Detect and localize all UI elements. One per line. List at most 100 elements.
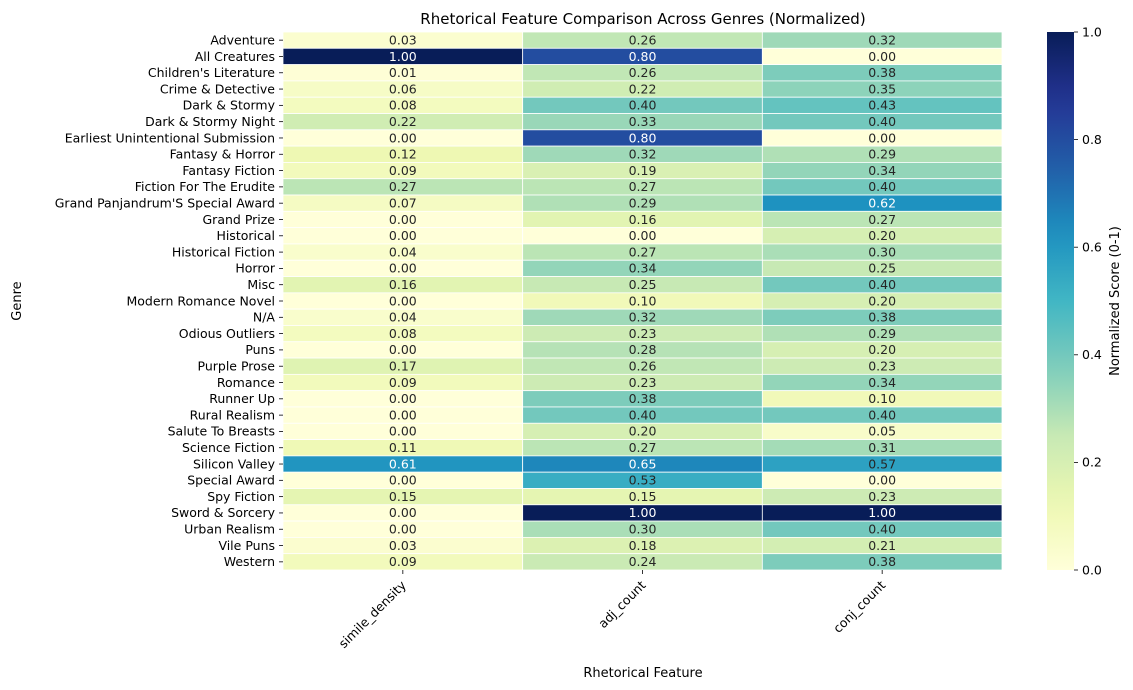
cell-value-label: 0.57: [868, 456, 896, 471]
y-tick-label: Romance: [217, 375, 275, 390]
cell-value-label: 0.40: [629, 98, 657, 113]
cell-value-label: 0.10: [629, 293, 657, 308]
cell-value-label: 0.00: [389, 342, 417, 357]
y-tick-label: Silicon Valley: [193, 456, 276, 471]
cell-value-label: 0.18: [629, 538, 657, 553]
y-tick-label: Horror: [235, 261, 275, 276]
y-tick-label: Vile Puns: [218, 538, 275, 553]
cell-value-label: 0.00: [389, 407, 417, 422]
cell-value-label: 0.05: [868, 424, 896, 439]
cell-value-label: 0.38: [629, 391, 657, 406]
y-tick-label: Fantasy Fiction: [182, 163, 275, 178]
y-tick-label: Modern Romance Novel: [127, 293, 276, 308]
cell-value-label: 0.09: [389, 163, 417, 178]
cell-value-label: 0.22: [629, 81, 657, 96]
cell-value-label: 0.43: [868, 98, 896, 113]
cell-value-label: 0.12: [389, 147, 417, 162]
cell-value-label: 0.25: [629, 277, 657, 292]
y-tick-label: Fantasy & Horror: [170, 147, 276, 162]
cell-value-label: 0.32: [868, 32, 896, 47]
cell-value-label: 0.33: [629, 114, 657, 129]
colorbar-tick-label: 0.0: [1082, 562, 1102, 577]
cell-value-label: 0.40: [868, 522, 896, 537]
colorbar-tick-label: 0.2: [1082, 455, 1102, 470]
y-tick-label: Science Fiction: [182, 440, 275, 455]
cell-value-label: 0.80: [629, 49, 657, 64]
cell-value-label: 0.38: [868, 310, 896, 325]
cell-value-label: 0.40: [868, 114, 896, 129]
y-tick-label: Adventure: [210, 32, 275, 47]
y-tick-label: All Creatures: [195, 49, 275, 64]
cell-value-label: 0.29: [868, 147, 896, 162]
cell-value-label: 0.04: [389, 244, 417, 259]
cell-value-label: 0.20: [629, 424, 657, 439]
cell-value-label: 0.26: [629, 32, 657, 47]
y-tick-label: Children's Literature: [148, 65, 275, 80]
cell-value-label: 0.29: [868, 326, 896, 341]
y-axis-label: Genre: [10, 281, 25, 320]
cell-value-label: 0.23: [868, 489, 896, 504]
cell-value-label: 0.00: [868, 49, 896, 64]
cell-value-label: 0.00: [389, 505, 417, 520]
cell-value-label: 0.26: [629, 359, 657, 374]
cell-value-label: 0.38: [868, 554, 896, 569]
y-tick-label: Grand Panjandrum'S Special Award: [55, 195, 275, 210]
cell-value-label: 0.15: [389, 489, 417, 504]
y-tick-label: Odious Outliers: [179, 326, 275, 341]
x-tick-label: conj_count: [830, 577, 888, 635]
cell-value-label: 0.16: [629, 212, 657, 227]
cell-value-label: 0.00: [389, 391, 417, 406]
cell-value-label: 0.23: [629, 375, 657, 390]
cell-value-label: 0.19: [629, 163, 657, 178]
cell-value-label: 0.00: [389, 293, 417, 308]
cell-value-label: 0.17: [389, 359, 417, 374]
cell-value-label: 1.00: [629, 505, 657, 520]
y-tick-label: Purple Prose: [198, 359, 276, 374]
cell-value-label: 0.35: [868, 81, 896, 96]
y-tick-label: Spy Fiction: [207, 489, 275, 504]
cell-value-label: 0.21: [868, 538, 896, 553]
cell-value-label: 0.00: [868, 130, 896, 145]
cell-value-label: 0.00: [389, 212, 417, 227]
cell-value-label: 0.25: [868, 261, 896, 276]
cell-value-label: 0.06: [389, 81, 417, 96]
cell-value-label: 0.30: [629, 522, 657, 537]
cell-value-label: 0.08: [389, 326, 417, 341]
y-tick-label: Earliest Unintentional Submission: [65, 130, 275, 145]
cell-value-label: 0.20: [868, 342, 896, 357]
cell-value-label: 0.00: [389, 473, 417, 488]
y-tick-label: N/A: [253, 310, 276, 325]
cell-value-label: 0.16: [389, 277, 417, 292]
cell-value-label: 0.23: [868, 359, 896, 374]
cell-value-label: 0.61: [389, 456, 417, 471]
colorbar-tick-label: 0.4: [1082, 347, 1102, 362]
cell-value-label: 0.53: [629, 473, 657, 488]
cell-value-label: 0.15: [629, 489, 657, 504]
colorbar-ticks: 0.0 0.2 0.4 0.6 0.8 1.0: [1074, 24, 1102, 577]
cell-value-label: 1.00: [868, 505, 896, 520]
y-tick-label: Misc: [247, 277, 275, 292]
cell-value-label: 0.27: [389, 179, 417, 194]
y-tick-label: Special Award: [187, 473, 275, 488]
y-tick-label: Dark & Stormy Night: [145, 114, 275, 129]
y-tick-label: Dark & Stormy: [183, 98, 276, 113]
cell-value-label: 0.00: [389, 424, 417, 439]
y-tick-label: Western: [224, 554, 275, 569]
cell-value-label: 0.00: [389, 228, 417, 243]
cell-value-label: 0.30: [868, 244, 896, 259]
cell-value-label: 0.26: [629, 65, 657, 80]
cell-value-label: 0.00: [389, 522, 417, 537]
cell-value-label: 0.32: [629, 147, 657, 162]
y-tick-label: Historical Fiction: [172, 244, 275, 259]
cell-value-label: 0.22: [389, 114, 417, 129]
cell-value-label: 0.20: [868, 228, 896, 243]
chart-title: Rhetorical Feature Comparison Across Gen…: [420, 10, 865, 28]
y-tick-label: Urban Realism: [184, 522, 275, 537]
cell-value-label: 0.07: [389, 195, 417, 210]
y-tick-label: Sword & Sorcery: [171, 505, 276, 520]
cell-value-label: 0.00: [629, 228, 657, 243]
cell-value-label: 0.38: [868, 65, 896, 80]
cell-value-label: 0.28: [629, 342, 657, 357]
cell-value-label: 0.09: [389, 375, 417, 390]
